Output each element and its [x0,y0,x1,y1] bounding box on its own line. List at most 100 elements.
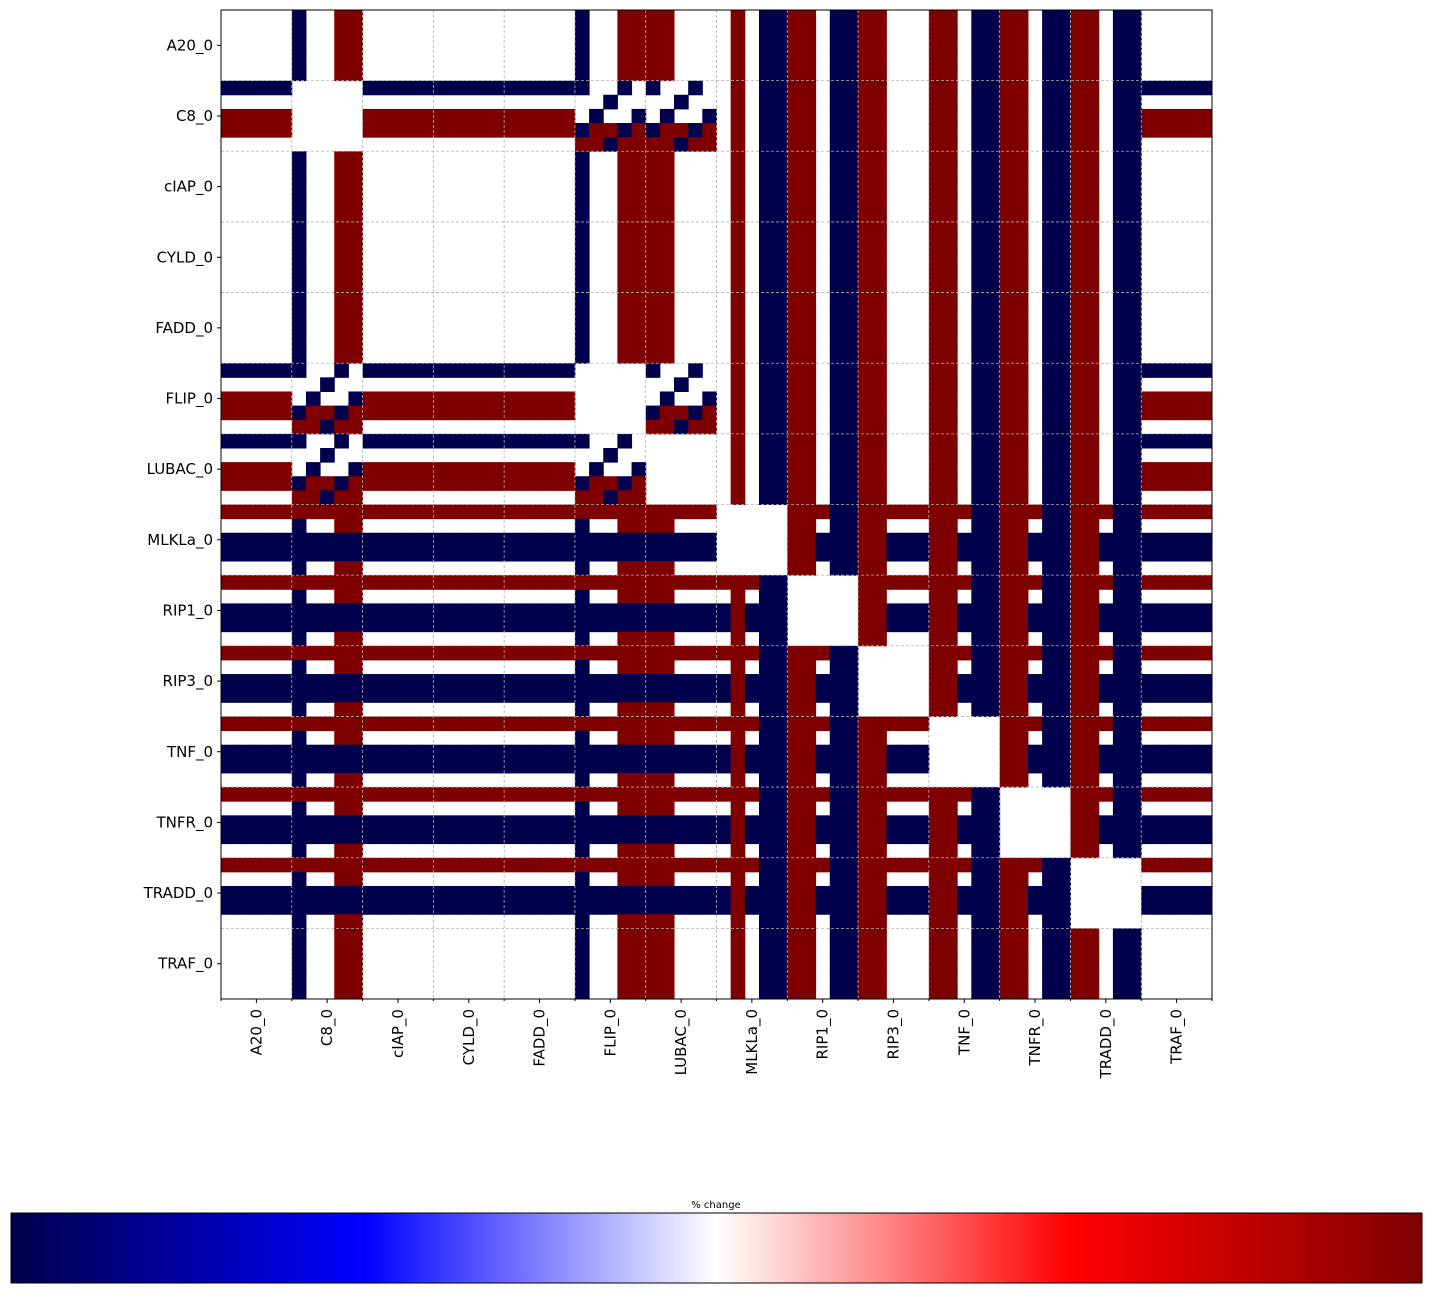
heatmap-cell [758,137,774,152]
heatmap-cell [900,716,916,732]
heatmap-cell [787,801,802,816]
heatmap-cell [829,645,845,661]
heatmap-cell [1070,744,1086,760]
heatmap-cell [829,518,845,534]
heatmap-cell [1098,787,1114,802]
heatmap-cell [221,462,236,477]
heatmap-cell [560,603,576,619]
heatmap-cell [730,984,746,1000]
heatmap-cell [688,815,703,830]
heatmap-cell [1155,688,1171,703]
heatmap-cell [843,165,859,181]
heatmap-cell [1056,38,1071,53]
heatmap-cell [291,900,307,915]
heatmap-cell [773,24,788,39]
heatmap-cell [461,674,477,689]
heatmap-cell [376,504,392,520]
heatmap-cell [532,504,548,520]
heatmap-cell [334,207,349,223]
heatmap-cell [801,730,817,746]
heatmap-cell [843,716,859,732]
heatmap-cell [829,885,845,901]
heatmap-cell [348,66,364,82]
heatmap-cell [348,462,364,477]
heatmap-cell [334,956,349,972]
y-tick-label: FLIP_0 [166,390,214,409]
heatmap-cell [433,645,449,661]
heatmap-cell [872,391,887,407]
heatmap-cell [574,674,590,689]
heatmap-cell [928,815,944,830]
heatmap-cell [787,857,802,873]
heatmap-cell [631,52,647,68]
heatmap-cell [815,787,831,802]
heatmap-cell [758,250,774,265]
heatmap-cell [405,603,420,619]
heatmap-cell [603,857,618,873]
heatmap-cell [631,236,647,251]
heatmap-cell [829,716,845,732]
heatmap-cell [574,617,590,633]
heatmap-cell [447,80,463,96]
heatmap-cell [249,391,264,407]
heatmap-cell [334,871,349,887]
heatmap-cell [1056,221,1071,237]
heatmap-cell [815,900,831,915]
heatmap-cell [249,815,264,830]
heatmap-cell [1070,221,1086,237]
heatmap-cell [489,900,505,915]
heatmap-cell [1070,674,1086,689]
heatmap-cell [1112,942,1128,958]
heatmap-cell [815,885,831,901]
heatmap-cell [985,292,1001,308]
heatmap-cell [334,674,349,689]
heatmap-cell [362,603,378,619]
heatmap-cell [405,462,420,477]
heatmap-cell [1141,532,1156,548]
heatmap-cell [1141,504,1156,520]
heatmap-cell [928,561,944,576]
heatmap-cell [1042,24,1057,39]
heatmap-cell [433,108,449,124]
heatmap-cell [971,236,986,251]
heatmap-cell [1070,589,1086,604]
heatmap-cell [758,631,774,647]
heatmap-cell [872,405,887,421]
heatmap-cell [1155,674,1171,689]
heatmap-cell [1155,504,1171,520]
heatmap-cell [999,306,1015,322]
heatmap-cell [546,885,562,901]
heatmap-cell [744,688,760,703]
heatmap-cell [1070,123,1086,138]
heatmap-cell [277,603,293,619]
heatmap-cell [773,278,788,294]
heatmap-cell [702,504,717,520]
heatmap-cell [829,772,845,788]
heatmap-cell [1169,617,1185,633]
heatmap-cell [943,38,958,53]
heatmap-cell [1127,956,1142,972]
heatmap-cell [645,843,661,859]
heatmap-cell [405,787,420,802]
heatmap-cell [1013,928,1029,943]
heatmap-cell [1070,278,1086,294]
heatmap-cell [914,744,930,760]
heatmap-cell [829,857,845,873]
heatmap-cell [744,674,760,689]
heatmap-cell [1084,10,1100,25]
heatmap-cell [999,900,1015,915]
heatmap-cell [758,914,774,929]
heatmap-cell [773,857,788,873]
heatmap-cell [560,391,576,407]
heatmap-cell [730,716,746,732]
heatmap-cell [659,730,675,746]
heatmap-cell [645,193,661,209]
heatmap-cell [1141,603,1156,619]
heatmap-cell [744,716,760,732]
heatmap-cell [348,801,364,816]
heatmap-cell [674,645,689,661]
heatmap-cell [1197,885,1213,901]
heatmap-cell [348,490,364,505]
heatmap-cell [291,659,307,675]
heatmap-cell [829,476,845,491]
